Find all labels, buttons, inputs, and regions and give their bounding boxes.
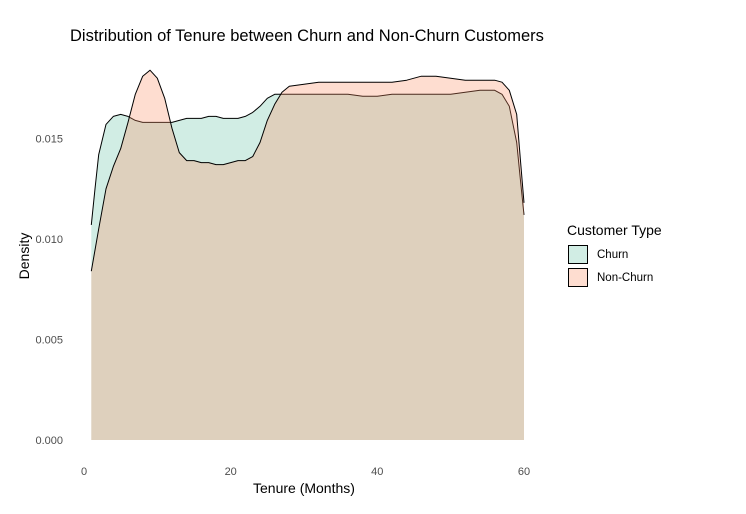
chart-title: Distribution of Tenure between Churn and… [70, 27, 544, 45]
density-area-non-churn [91, 70, 525, 440]
plot-area [90, 69, 525, 441]
y-axis-label: Density [16, 232, 32, 280]
y-tick-label: 0.000 [35, 435, 63, 447]
x-tick-label: 40 [371, 466, 383, 478]
legend-key-churn [568, 245, 588, 264]
y-tick-label: 0.015 [35, 134, 63, 146]
x-axis-label: Tenure (Months) [253, 480, 355, 496]
y-tick-label: 0.010 [35, 234, 63, 246]
legend-label-non-churn: Non-Churn [597, 272, 654, 284]
legend-key-non-churn [568, 268, 588, 287]
density-area-churn [91, 90, 525, 441]
legend-label-churn: Churn [597, 249, 629, 261]
y-tick-label: 0.005 [35, 335, 63, 347]
legend-title: Customer Type [567, 222, 662, 238]
x-tick-label: 20 [225, 466, 237, 478]
x-tick-label: 60 [518, 466, 530, 478]
density-line-churn [90, 89, 525, 225]
axis-ticks: 0.000 0.005 0.010 0.015 0 20 40 60 [35, 134, 530, 479]
x-tick-label: 0 [81, 466, 87, 478]
density-line-non-churn [90, 69, 525, 272]
